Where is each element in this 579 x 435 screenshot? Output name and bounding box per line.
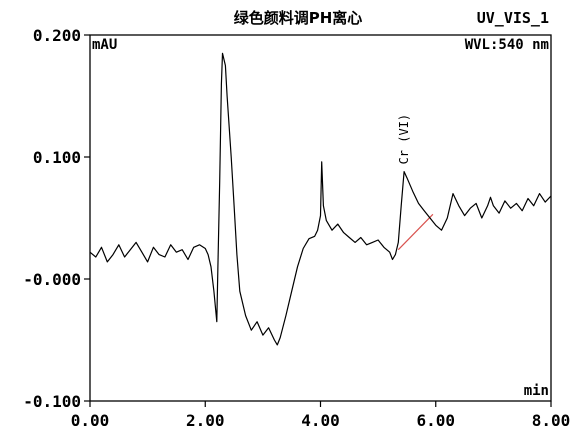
y-tick-label: -0.100 — [23, 392, 81, 411]
y-tick-label: 0.200 — [33, 26, 81, 45]
x-axis-ticks: 0.00 2.00 4.00 6.00 8.00 — [71, 401, 571, 430]
x-axis-unit: min — [524, 383, 549, 399]
chromatogram-trace — [89, 52, 552, 346]
x-tick-label: 8.00 — [532, 411, 571, 430]
peak-label-cr-vi: Cr (VI) — [397, 114, 411, 165]
y-axis-ticks: -0.100 -0.000 0.100 0.200 — [23, 26, 90, 411]
x-tick-label: 4.00 — [301, 411, 340, 430]
y-axis-unit: mAU — [92, 37, 117, 53]
peak-baseline — [397, 213, 434, 251]
chart-title: 绿色颜料调PH离心 — [234, 9, 363, 27]
wavelength-label: WVL:540 nm — [465, 37, 549, 53]
x-tick-label: 0.00 — [71, 411, 110, 430]
channel-label: UV_VIS_1 — [477, 9, 549, 27]
y-tick-label: 0.100 — [33, 148, 81, 167]
x-tick-label: 6.00 — [416, 411, 455, 430]
x-tick-label: 2.00 — [186, 411, 225, 430]
y-tick-label: -0.000 — [23, 270, 81, 289]
